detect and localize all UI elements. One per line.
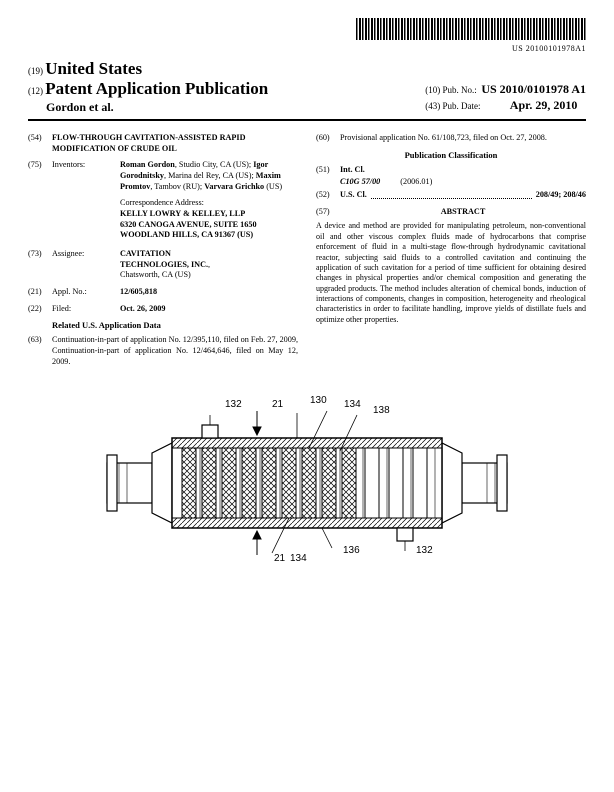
filed-value: Oct. 26, 2009 bbox=[120, 304, 165, 313]
right-column: (60) Provisional application No. 61/108,… bbox=[316, 133, 586, 373]
abstract-header: (57) ABSTRACT bbox=[316, 207, 586, 218]
pubdate-label: Pub. Date: bbox=[443, 101, 481, 111]
pubno-label: Pub. No.: bbox=[443, 85, 477, 95]
abstract-text: A device and method are provided for man… bbox=[316, 221, 586, 325]
uscl-value: 208/49; 208/46 bbox=[536, 190, 586, 199]
figure-svg bbox=[97, 393, 517, 573]
barcode-region: US 20100101978A1 bbox=[28, 18, 586, 53]
assignee-field: (73) Assignee: CAVITATIONTECHNOLOGIES, I… bbox=[28, 249, 298, 281]
filed-label: Filed: bbox=[52, 304, 120, 315]
pubclass-title: Publication Classification bbox=[316, 150, 586, 161]
pub-type-line: (12) Patent Application Publication bbox=[28, 79, 425, 99]
applno-value: 12/605,818 bbox=[120, 287, 157, 296]
pubdate-line: (43) Pub. Date: Apr. 29, 2010 bbox=[425, 97, 586, 113]
inventors-text: Roman Gordon bbox=[120, 160, 175, 169]
continuation-text: Continuation-in-part of application No. … bbox=[52, 335, 298, 367]
ref-21-top: 21 bbox=[272, 399, 283, 410]
uscl-label: U.S. Cl. bbox=[340, 190, 367, 199]
abstract-label: ABSTRACT bbox=[441, 207, 486, 216]
correspondence-value: KELLY LOWRY & KELLEY, LLP6320 CANOGA AVE… bbox=[120, 209, 298, 241]
related-title: Related U.S. Application Data bbox=[52, 320, 298, 331]
assignee-label: Assignee: bbox=[52, 249, 120, 281]
code-10: (10) bbox=[425, 85, 440, 95]
filed-field: (22) Filed: Oct. 26, 2009 bbox=[28, 304, 298, 315]
uscl-field: (52) U.S. Cl. 208/49; 208/46 bbox=[316, 190, 586, 201]
author-line: Gordon et al. bbox=[28, 100, 425, 115]
invention-title: FLOW-THROUGH CAVITATION-ASSISTED RAPID M… bbox=[52, 133, 298, 154]
code-54: (54) bbox=[28, 133, 52, 154]
dotted-leader bbox=[371, 190, 532, 199]
provisional-field: (60) Provisional application No. 61/108,… bbox=[316, 133, 586, 144]
header-right: (10) Pub. No.: US 2010/0101978 A1 (43) P… bbox=[425, 81, 586, 115]
pub-type: Patent Application Publication bbox=[45, 79, 268, 98]
pubno-line: (10) Pub. No.: US 2010/0101978 A1 bbox=[425, 81, 586, 97]
intcl-class: C10G 57/00 bbox=[340, 177, 380, 186]
code-51: (51) bbox=[316, 165, 340, 176]
code-52: (52) bbox=[316, 190, 340, 201]
header: (19) United States (12) Patent Applicati… bbox=[28, 59, 586, 121]
country: United States bbox=[45, 59, 142, 78]
intcl-row: C10G 57/00 (2006.01) bbox=[340, 177, 586, 188]
barcode-number: US 20100101978A1 bbox=[28, 44, 586, 53]
code-60: (60) bbox=[316, 133, 340, 144]
code-19: (19) United States bbox=[28, 59, 425, 79]
intcl-date: (2006.01) bbox=[400, 177, 432, 188]
ref-134-bottom: 134 bbox=[290, 553, 307, 564]
header-left: (19) United States (12) Patent Applicati… bbox=[28, 59, 425, 115]
applno-field: (21) Appl. No.: 12/605,818 bbox=[28, 287, 298, 298]
body-columns: (54) FLOW-THROUGH CAVITATION-ASSISTED RA… bbox=[28, 133, 586, 373]
ref-132-top: 132 bbox=[225, 399, 242, 410]
left-column: (54) FLOW-THROUGH CAVITATION-ASSISTED RA… bbox=[28, 133, 298, 373]
assignee-value: CAVITATIONTECHNOLOGIES, INC.,Chatsworth,… bbox=[120, 249, 298, 281]
code-12: (12) bbox=[28, 86, 43, 96]
pubdate: Apr. 29, 2010 bbox=[510, 98, 578, 112]
ref-136: 136 bbox=[343, 545, 360, 556]
pubno: US 2010/0101978 A1 bbox=[481, 82, 586, 96]
code-57: (57) bbox=[316, 207, 340, 218]
intcl-label: Int. Cl. bbox=[340, 165, 365, 174]
correspondence-label: Correspondence Address: bbox=[120, 198, 298, 209]
code-19-num: (19) bbox=[28, 66, 43, 76]
ref-21-bottom: 21 bbox=[274, 553, 285, 564]
inventors-label: Inventors: bbox=[52, 160, 120, 192]
provisional-text: Provisional application No. 61/108,723, … bbox=[340, 133, 586, 144]
code-73: (73) bbox=[28, 249, 52, 281]
code-22: (22) bbox=[28, 304, 52, 315]
code-43: (43) bbox=[425, 101, 440, 111]
ref-134-top: 134 bbox=[344, 399, 361, 410]
intcl-field: (51) Int. Cl. bbox=[316, 165, 586, 176]
code-21: (21) bbox=[28, 287, 52, 298]
ref-132-bottom: 132 bbox=[416, 545, 433, 556]
barcode bbox=[356, 18, 586, 40]
inventors-field: (75) Inventors: Roman Gordon, Studio Cit… bbox=[28, 160, 298, 192]
ref-138: 138 bbox=[373, 405, 390, 416]
correspondence: Correspondence Address: KELLY LOWRY & KE… bbox=[120, 198, 298, 241]
ref-130: 130 bbox=[310, 395, 327, 406]
code-63: (63) bbox=[28, 335, 52, 367]
continuation-field: (63) Continuation-in-part of application… bbox=[28, 335, 298, 367]
title-field: (54) FLOW-THROUGH CAVITATION-ASSISTED RA… bbox=[28, 133, 298, 154]
figure: 130 132 134 138 21 21 134 136 132 bbox=[28, 393, 586, 575]
code-75: (75) bbox=[28, 160, 52, 192]
inventors-value: Roman Gordon, Studio City, CA (US); Igor… bbox=[120, 160, 298, 192]
applno-label: Appl. No.: bbox=[52, 287, 120, 298]
author: Gordon et al. bbox=[46, 100, 114, 114]
